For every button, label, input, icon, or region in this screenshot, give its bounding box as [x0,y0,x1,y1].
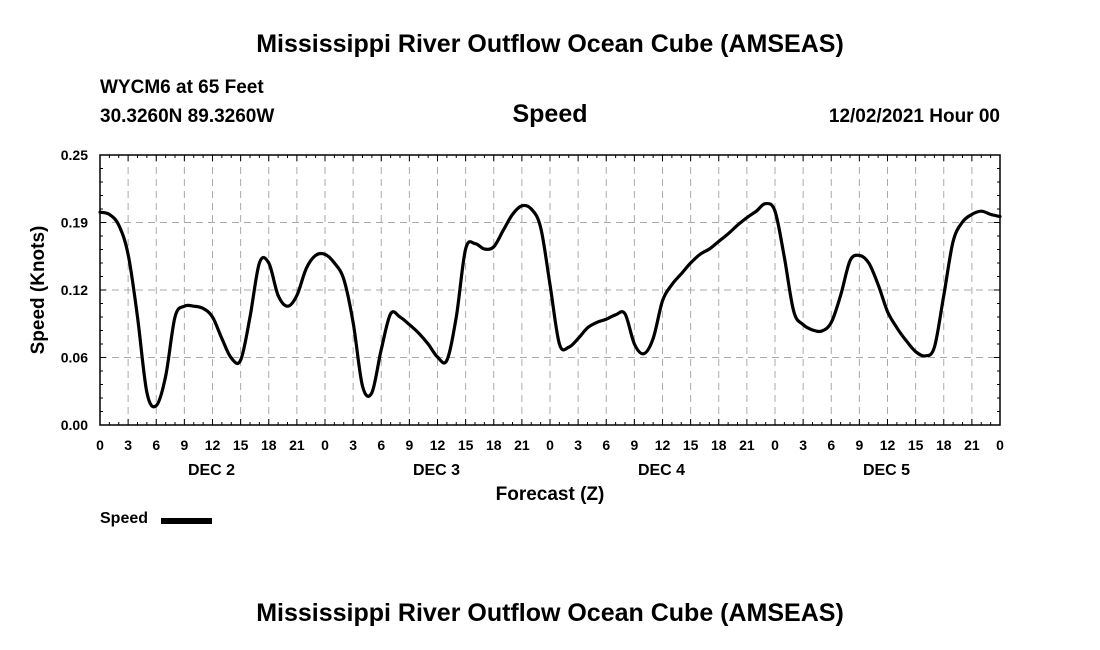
day-label: DEC 4 [638,462,685,479]
y-tick-label: 0.25 [61,147,88,163]
x-tick-label: 9 [405,437,413,453]
x-tick-label: 18 [486,437,502,453]
footer-title: Mississippi River Outflow Ocean Cube (AM… [256,599,844,627]
day-labels: DEC 2 DEC 3 DEC 4 DEC 5 [188,462,910,479]
y-tick-label: 0.06 [61,350,88,366]
x-tick-label: 0 [546,437,554,453]
x-tick-label: 21 [739,437,755,453]
x-tick-label: 6 [827,437,835,453]
station-label: WYCM6 at 65 Feet [100,77,264,98]
x-tick-label: 15 [908,437,924,453]
x-tick-label: 0 [96,437,104,453]
chart-title: Mississippi River Outflow Ocean Cube (AM… [256,30,844,58]
day-label: DEC 2 [188,462,235,479]
x-tick-label: 3 [349,437,357,453]
x-tick-label: 9 [180,437,188,453]
x-tick-label: 0 [771,437,779,453]
x-tick-label: 6 [602,437,610,453]
y-tick-label: 0.12 [61,282,88,298]
x-tick-label: 12 [205,437,221,453]
x-axis-ticks: 0 3 6 9 12 15 18 21 0 3 6 9 12 15 18 21 0 3 6 9 12 15 18 21 0 3 6 9… [96,437,1004,453]
x-tick-label: 0 [321,437,329,453]
plot-frame [99,154,1001,426]
x-tick-label: 18 [711,437,727,453]
x-tick-label: 21 [289,437,305,453]
station-coordinates: 30.3260N 89.3260W [100,106,275,127]
speed-series-line [98,201,1002,409]
x-tick-label: 9 [855,437,863,453]
legend-label: Speed [100,510,149,527]
forecast-timestamp: 12/02/2021 Hour 00 [828,106,1000,127]
x-tick-label: 9 [630,437,638,453]
chart-subtitle: Speed [512,100,588,128]
x-tick-label: 15 [683,437,699,453]
y-tick-label: 0.00 [61,417,88,433]
day-label: DEC 3 [413,462,460,479]
x-tick-label: 12 [880,437,896,453]
x-tick-label: 15 [233,437,249,453]
x-tick-label: 6 [377,437,385,453]
x-tick-label: 18 [936,437,952,453]
legend-swatch [161,518,212,524]
x-tick-label: 3 [574,437,582,453]
x-tick-label: 6 [152,437,160,453]
x-tick-label: 3 [124,437,132,453]
y-axis-ticks: 0.00 0.06 0.12 0.19 0.25 [61,147,88,433]
day-label: DEC 5 [863,462,910,479]
x-tick-label: 12 [430,437,446,453]
x-axis-label: Forecast (Z) [496,484,605,505]
x-tick-label: 3 [799,437,807,453]
x-tick-label: 15 [458,437,474,453]
x-tick-label: 0 [996,437,1004,453]
y-axis-label: Speed (Knots) [28,226,49,355]
y-tick-label: 0.19 [61,215,88,231]
x-tick-label: 21 [964,437,980,453]
x-tick-label: 18 [261,437,277,453]
x-tick-label: 21 [514,437,530,453]
x-tick-label: 12 [655,437,671,453]
